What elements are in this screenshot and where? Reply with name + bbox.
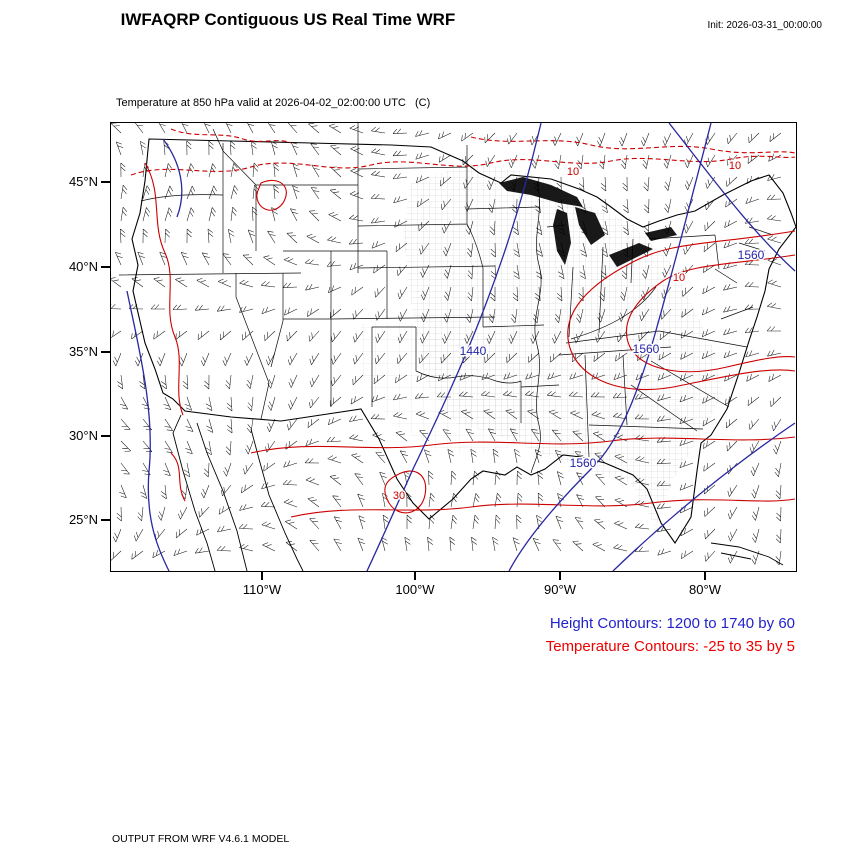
height-contours-legend: Height Contours: 1200 to 1740 by 60 [549, 615, 795, 632]
height-contours [126, 123, 796, 571]
lon-tick-mark [704, 571, 706, 580]
lat-tick-label: 25°N [68, 512, 98, 527]
map-plot-frame: 10 10 10 30 1560 1440 1560 1560 [110, 122, 797, 572]
contour-labels: 10 10 10 30 1560 1440 1560 1560 [391, 159, 766, 504]
contour-label: 10 [673, 272, 685, 284]
great-lakes [499, 177, 677, 267]
temperature-contours [130, 128, 796, 518]
mexico-coastlines [172, 414, 784, 571]
lat-tick-label: 30°N [68, 428, 98, 443]
lon-tick-mark [261, 571, 263, 580]
us-outline [131, 138, 796, 545]
contour-label: 10 [729, 160, 741, 172]
lat-tick-label: 45°N [68, 174, 98, 189]
contour-label: 30 [393, 490, 405, 502]
lon-tick-label: 90°W [544, 582, 576, 597]
contour-label: 1440 [460, 344, 487, 358]
lat-tick-mark [101, 519, 110, 521]
contour-label: 10 [567, 166, 579, 178]
county-boundaries-texture [361, 163, 723, 528]
contour-label: 1560 [570, 456, 597, 470]
wind-barbs-layer [111, 123, 782, 566]
contour-label: 1560 [633, 342, 660, 356]
temperature-field-line: Temperature at 850 hPa valid at 2026-04-… [116, 97, 431, 109]
lon-tick-mark [414, 571, 416, 580]
init-timestamp: Init: 2026-03-31_00:00:00 [707, 20, 822, 31]
model-version-line: OUTPUT FROM WRF V4.6.1 MODEL [112, 833, 290, 845]
page-title: IWFAQRP Contiguous US Real Time WRF [120, 10, 456, 29]
lat-tick-label: 40°N [68, 259, 98, 274]
lat-tick-mark [101, 435, 110, 437]
lon-tick-label: 100°W [395, 582, 435, 597]
model-info-footer: OUTPUT FROM WRF V4.6.1 MODEL WE = 580 ; … [112, 806, 525, 850]
lat-tick-mark [101, 181, 110, 183]
lon-tick-mark [559, 571, 561, 580]
lat-tick-label: 35°N [68, 344, 98, 359]
map-svg: 10 10 10 30 1560 1440 1560 1560 [111, 123, 796, 571]
lon-tick-label: 80°W [689, 582, 721, 597]
lon-tick-label: 110°W [242, 582, 282, 597]
lat-tick-mark [101, 266, 110, 268]
contour-label: 1560 [738, 248, 765, 262]
temperature-contours-legend: Temperature Contours: -25 to 35 by 5 [545, 638, 795, 655]
lat-tick-mark [101, 351, 110, 353]
